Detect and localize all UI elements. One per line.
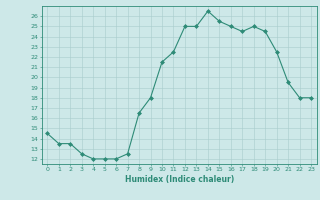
X-axis label: Humidex (Indice chaleur): Humidex (Indice chaleur) <box>124 175 234 184</box>
